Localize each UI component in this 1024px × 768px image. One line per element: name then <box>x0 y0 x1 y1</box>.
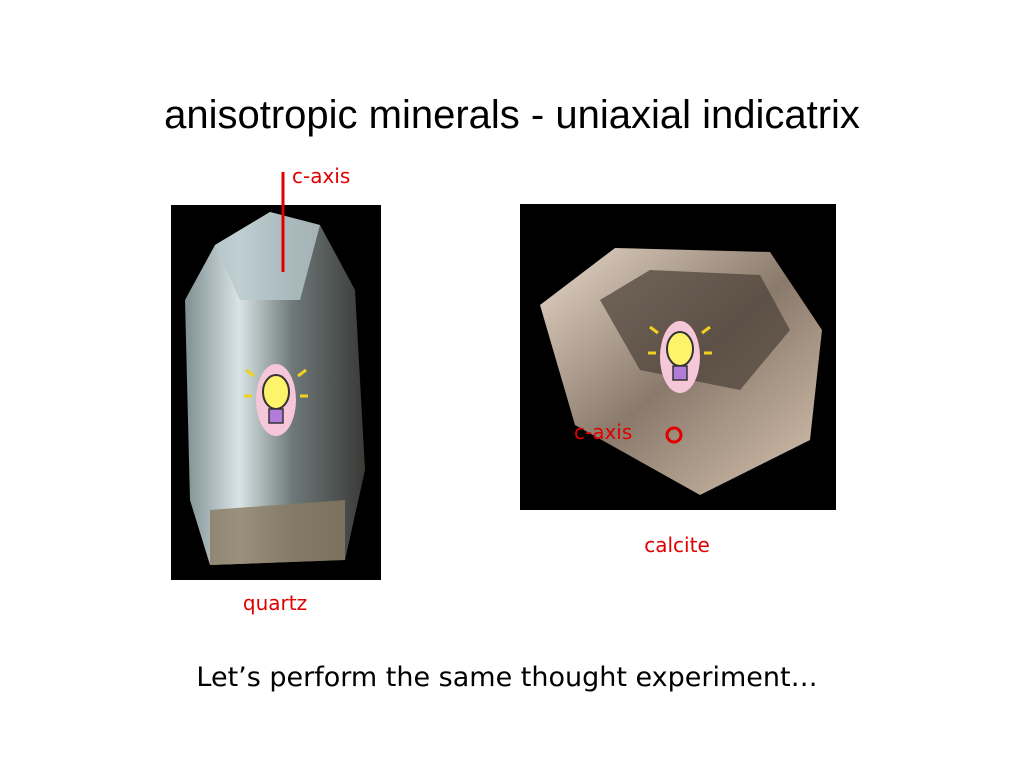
c-axis-label: c-axis <box>292 164 350 188</box>
caption: Let’s perform the same thought experimen… <box>196 662 817 693</box>
c-axis-marker <box>665 426 683 444</box>
slide-title: anisotropic minerals - uniaxial indicatr… <box>164 93 860 137</box>
c-axis-label: c-axis <box>574 420 632 444</box>
mineral-label: quartz <box>243 591 307 615</box>
mineral-label: calcite <box>644 533 710 557</box>
